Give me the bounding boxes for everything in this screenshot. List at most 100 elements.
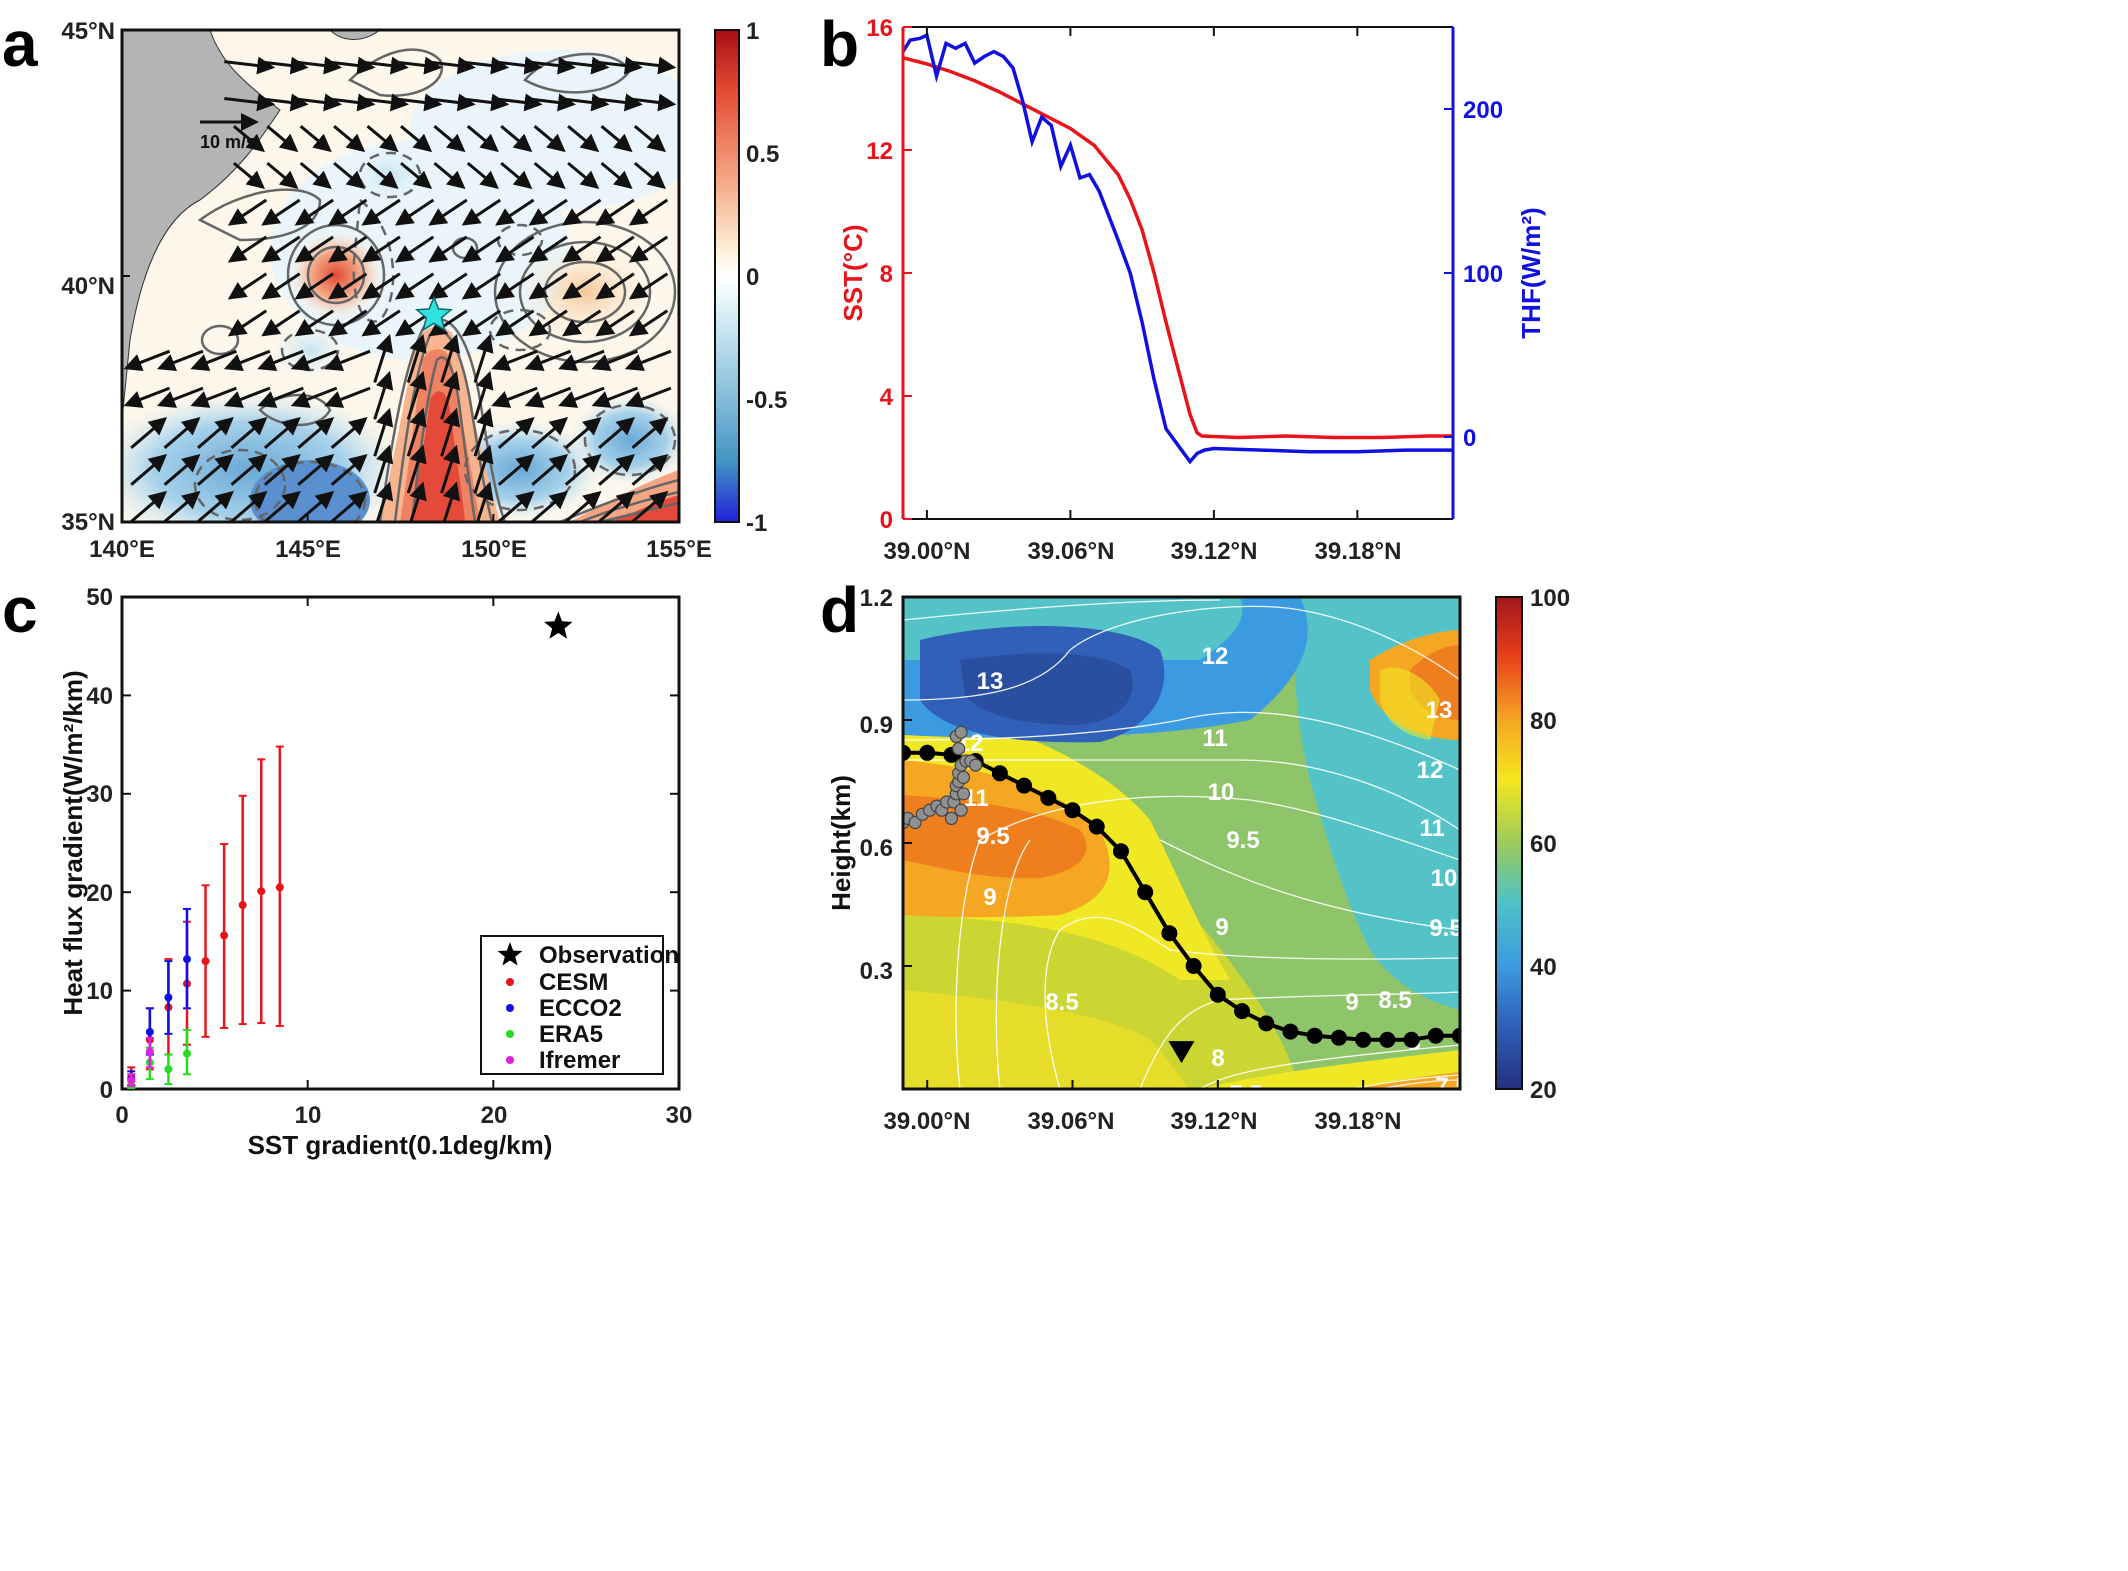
wind-vector [400, 125, 433, 153]
wind-vector [333, 125, 366, 153]
wind-vector [531, 490, 569, 522]
d-pbl-point [1258, 1015, 1275, 1032]
legend-label-ecco2: ECCO2 [539, 995, 622, 1022]
wind-vector [294, 235, 334, 263]
wind-vector [123, 349, 171, 371]
d-contour-9c: 9 [1345, 989, 1358, 1016]
wind-vector [562, 198, 602, 226]
wind-vector [458, 56, 510, 75]
wind-vector [591, 93, 643, 112]
wind-vector [528, 309, 568, 337]
wind-vector [224, 56, 276, 75]
wind-vector [227, 309, 268, 337]
d-contour-10b: 10 [1431, 865, 1458, 892]
d-contour-11a: 11 [1202, 725, 1227, 752]
wind-vector [366, 161, 399, 190]
wind-vector [373, 407, 394, 457]
wind-vector [531, 417, 569, 449]
wind-vector [257, 349, 304, 371]
wind-vector [330, 453, 368, 486]
d-contour-9.5c: 9.5 [1429, 915, 1462, 942]
wind-vector [324, 386, 371, 408]
wind-vector [461, 198, 502, 226]
wind-vector [433, 161, 466, 190]
wind-vector [294, 309, 334, 337]
d-contour-8a: 8 [1211, 1045, 1224, 1072]
d-pbl-point [1355, 1031, 1372, 1048]
d-contour-12c: 12 [1417, 757, 1444, 784]
d-contour-9.5b: 9.5 [1226, 827, 1259, 854]
wind-vector [562, 309, 602, 337]
d-obs-point [956, 787, 971, 801]
wind-vector [357, 93, 409, 112]
wind-vector [223, 349, 271, 371]
wind-vector [373, 333, 394, 383]
legend-marker-era5 [506, 1030, 514, 1038]
wind-vector [495, 272, 535, 300]
wind-vector [227, 198, 268, 226]
c-point-ifremer [127, 1076, 136, 1085]
b-ytick-4: 4 [880, 384, 894, 411]
c-xlabel: SST gradient(0.1deg/km) [248, 1130, 553, 1160]
wind-vector [130, 490, 168, 522]
d-contour-9a: 9 [983, 884, 996, 911]
panel-d: d [820, 574, 1570, 1135]
b-xtick-39.06: 39.06°N [1028, 538, 1115, 565]
wind-vector [373, 444, 394, 494]
wind-vector [533, 125, 566, 153]
wind-vector [473, 370, 494, 420]
wind-vector [294, 198, 334, 226]
wind-vector [598, 417, 635, 449]
wind-vector [442, 481, 461, 522]
b-y2tick-200: 200 [1463, 97, 1503, 124]
wind-vector [495, 198, 535, 226]
wind-vector [491, 386, 538, 408]
wind-vector [261, 235, 301, 263]
a-colorbar [714, 29, 740, 523]
d-contour-8.5a: 8.5 [1045, 989, 1078, 1016]
d-pbl-point [1040, 789, 1057, 806]
wind-vector [197, 490, 234, 522]
wind-vector [266, 161, 299, 190]
wind-vector [324, 349, 371, 371]
d-cbar-tick-40: 40 [1530, 954, 1557, 981]
b-series-sst [902, 56, 1453, 440]
c-ytick-10: 10 [86, 978, 113, 1005]
wind-vector [299, 125, 332, 153]
wind-vector [324, 93, 376, 112]
wind-vector [628, 309, 669, 337]
wind-vector [461, 272, 502, 300]
wind-vector [263, 417, 301, 449]
wind-vector [299, 161, 332, 190]
wind-vector [330, 490, 368, 522]
a-cbar-tick-1: 1 [746, 18, 759, 45]
c-point-cesm [275, 883, 284, 892]
wind-vector [558, 56, 610, 75]
wind-vectors [123, 56, 677, 522]
a-cbar-tick-neg0.5: -0.5 [746, 387, 787, 414]
wind-vector [197, 453, 234, 486]
wind-vector [394, 272, 435, 300]
wind-vector [440, 444, 461, 494]
wind-vector [567, 161, 600, 190]
wind-vector [473, 407, 494, 457]
wind-vector [157, 386, 204, 408]
a-xtick-145: 145°E [275, 536, 341, 563]
wind-vector [227, 235, 268, 263]
wind-vector [409, 481, 427, 522]
b-xtick-39.00: 39.00°N [884, 538, 971, 565]
legend-label-ifremer: Ifremer [539, 1047, 620, 1074]
legend-marker-cesm [506, 978, 514, 986]
wind-vector [361, 198, 401, 226]
panel-b: b 16 12 8 4 0 0 100 200 39.00°N 39.06°N … [820, 8, 1546, 565]
b-ytick-8: 8 [880, 261, 893, 288]
d-obs-point [954, 803, 968, 817]
d-cbar-tick-100: 100 [1530, 585, 1570, 612]
panel-label-b: b [820, 8, 859, 80]
d-xtick-39.00: 39.00°N [884, 1108, 971, 1135]
legend-label-cesm: CESM [539, 969, 608, 996]
panel-a-field: 10 m/s [122, 30, 679, 522]
d-cbar-tick-80: 80 [1530, 708, 1557, 735]
a-xtick-140: 140°E [89, 536, 155, 563]
wind-vector [257, 386, 304, 408]
